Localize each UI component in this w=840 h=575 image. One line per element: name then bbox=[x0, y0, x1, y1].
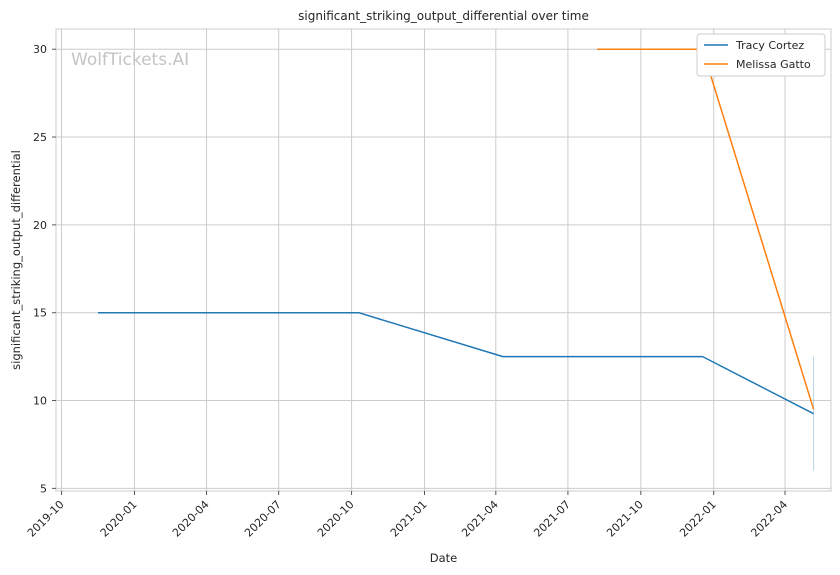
chart-title: significant_striking_output_differential… bbox=[298, 9, 589, 23]
x-axis-title: Date bbox=[430, 551, 458, 565]
y-axis-title: significant_striking_output_differential bbox=[9, 150, 23, 370]
watermark: WolfTickets.AI bbox=[71, 50, 189, 70]
y-tick-label: 15 bbox=[33, 307, 47, 320]
legend-box bbox=[696, 33, 826, 77]
y-tick-label: 30 bbox=[33, 43, 47, 56]
plot-area bbox=[55, 28, 832, 492]
y-tick-label: 25 bbox=[33, 131, 47, 144]
y-tick-label: 10 bbox=[33, 395, 47, 408]
legend-label-melissa-gatto: Melissa Gatto bbox=[736, 58, 811, 71]
legend: Tracy Cortez Melissa Gatto bbox=[696, 33, 826, 77]
legend-label-tracy-cortez: Tracy Cortez bbox=[735, 39, 804, 52]
series-line-tracy-cortez bbox=[98, 311, 814, 415]
y-tick-label: 20 bbox=[33, 219, 47, 232]
grid-lines bbox=[56, 29, 831, 491]
y-axis-ticks: 5 10 15 20 25 30 bbox=[33, 43, 56, 495]
y-tick-label: 5 bbox=[40, 482, 47, 495]
